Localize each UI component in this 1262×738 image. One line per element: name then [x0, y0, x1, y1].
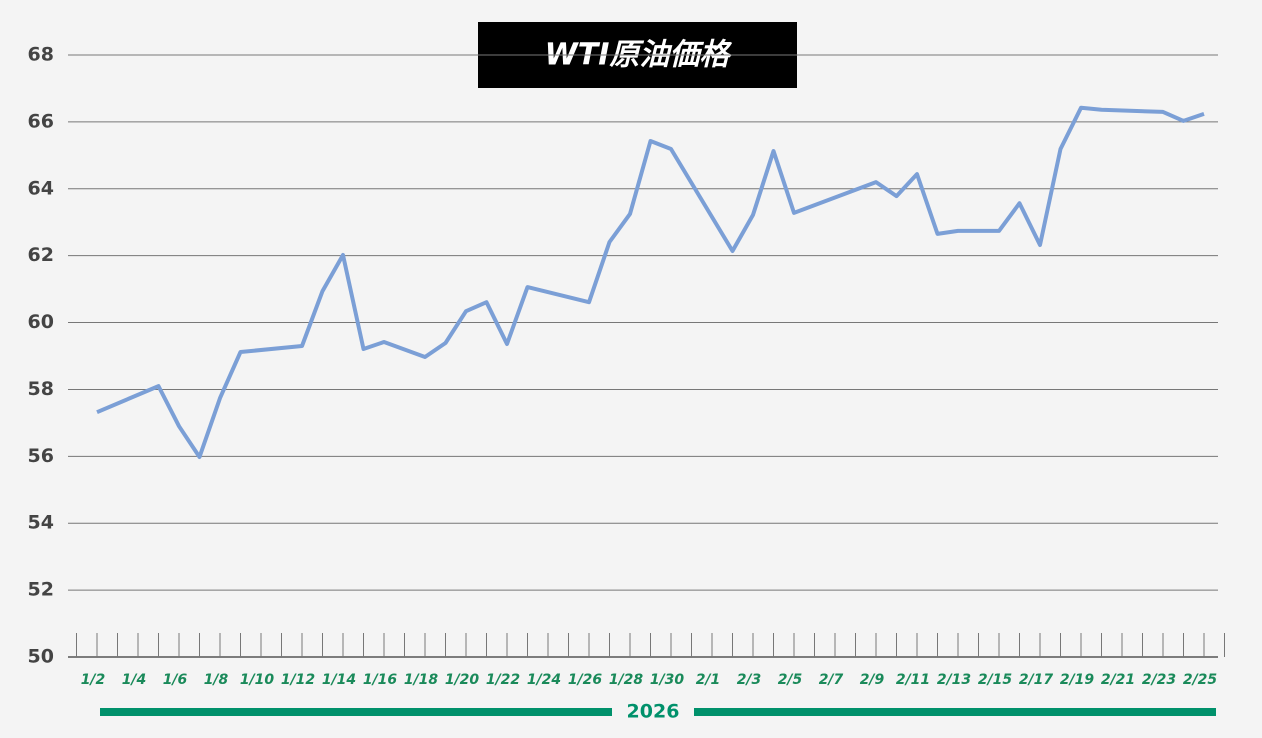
x-tick-label: 2/3: [737, 672, 762, 688]
x-tick-label: 1/18: [404, 672, 439, 688]
x-tick-label: 2/23: [1142, 672, 1176, 688]
data-line: [96, 105, 1205, 459]
x-tick-label: 1/30: [650, 672, 685, 688]
x-tick-label: 2/25: [1183, 672, 1218, 688]
y-tick-label: 68: [28, 44, 54, 66]
y-tick-label: 50: [28, 646, 54, 668]
x-tick-label: 2/19: [1060, 672, 1095, 688]
y-tick-label: 64: [28, 177, 54, 199]
y-tick-label: 58: [28, 378, 54, 400]
x-tick-label: 1/12: [281, 672, 315, 688]
x-tick-label: 1/8: [204, 672, 229, 688]
y-tick-label: 54: [28, 512, 54, 534]
x-tick-label: 1/16: [363, 672, 398, 688]
x-tick-label: 1/4: [122, 672, 147, 688]
x-tick-label: 2/11: [896, 672, 930, 688]
x-tick-label: 1/2: [81, 672, 106, 688]
x-tick-label: 1/10: [240, 672, 275, 688]
x-tick-label: 1/6: [163, 672, 188, 688]
y-tick-label: 62: [28, 244, 54, 266]
y-tick-label: 60: [28, 311, 54, 333]
x-tick-label: 1/28: [609, 672, 644, 688]
x-tick-label: 2/5: [778, 672, 803, 688]
x-tick-label: 1/22: [486, 672, 520, 688]
x-tick-label: 1/20: [445, 672, 480, 688]
y-tick-label: 56: [28, 445, 54, 467]
x-tick-label: 2/1: [696, 672, 721, 688]
x-tick-label: 1/26: [568, 672, 603, 688]
x-tick-label: 2/7: [819, 672, 844, 688]
x-tick-label: 1/24: [527, 672, 561, 688]
x-tick-label: 2/21: [1101, 672, 1135, 688]
x-tick-label: 2/13: [937, 672, 971, 688]
x-tick-label: 2/9: [860, 672, 885, 688]
x-tick-label: 2/15: [978, 672, 1013, 688]
year-label: 2026: [627, 701, 680, 723]
y-tick-label: 66: [28, 110, 54, 132]
x-tick-label: 2/17: [1019, 672, 1054, 688]
x-tick-label: 1/14: [322, 672, 356, 688]
y-tick-label: 52: [28, 579, 54, 601]
